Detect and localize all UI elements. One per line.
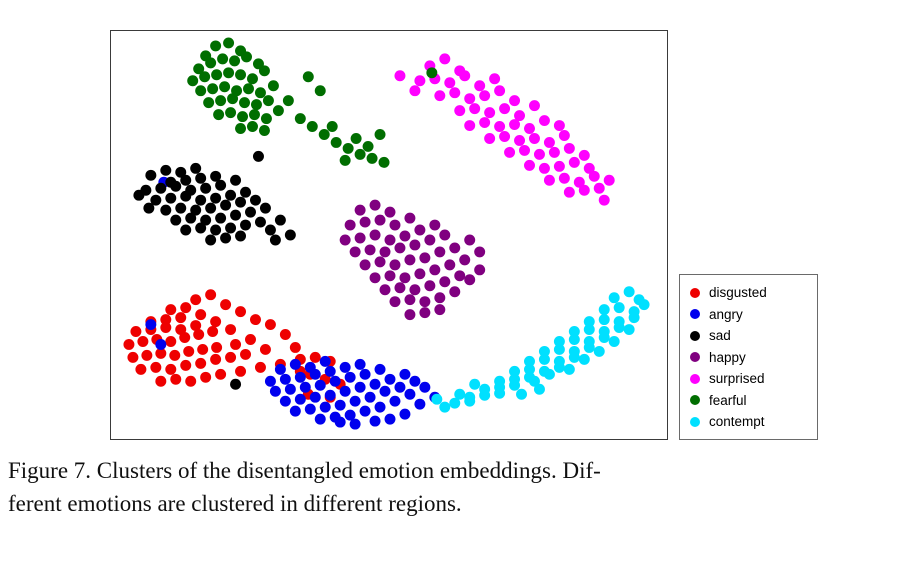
- legend-item: sad: [690, 325, 807, 347]
- legend-label-happy: happy: [709, 349, 746, 365]
- legend-item: disgusted: [690, 282, 807, 304]
- legend-item: contempt: [690, 411, 807, 433]
- legend-label-contempt: contempt: [709, 414, 765, 430]
- figure-caption: Figure 7. Clusters of the disentangled e…: [8, 454, 918, 520]
- legend-label-disgusted: disgusted: [709, 285, 767, 301]
- legend-label-surprised: surprised: [709, 371, 765, 387]
- caption-line-2: ferent emotions are clustered in differe…: [8, 491, 462, 517]
- legend-item: happy: [690, 347, 807, 369]
- legend-label-fearful: fearful: [709, 392, 747, 408]
- caption-line-1: Figure 7. Clusters of the disentangled e…: [8, 458, 601, 483]
- legend-marker-surprised: [690, 373, 700, 384]
- legend-item: angry: [690, 304, 807, 326]
- legend-marker-sad: [690, 330, 700, 341]
- legend-item: surprised: [690, 368, 807, 390]
- legend-marker-angry: [690, 309, 700, 320]
- legend-marker-happy: [690, 352, 700, 363]
- legend-marker-contempt: [690, 416, 700, 427]
- scatter-plot: [123, 37, 650, 430]
- legend-label-angry: angry: [709, 306, 743, 322]
- legend: disgusted angry sad happy surprised fear…: [679, 274, 818, 440]
- legend-marker-disgusted: [690, 287, 700, 298]
- legend-label-sad: sad: [709, 328, 731, 344]
- scatter-plot-frame: [110, 30, 668, 440]
- legend-marker-fearful: [690, 395, 700, 406]
- legend-item: fearful: [690, 390, 807, 412]
